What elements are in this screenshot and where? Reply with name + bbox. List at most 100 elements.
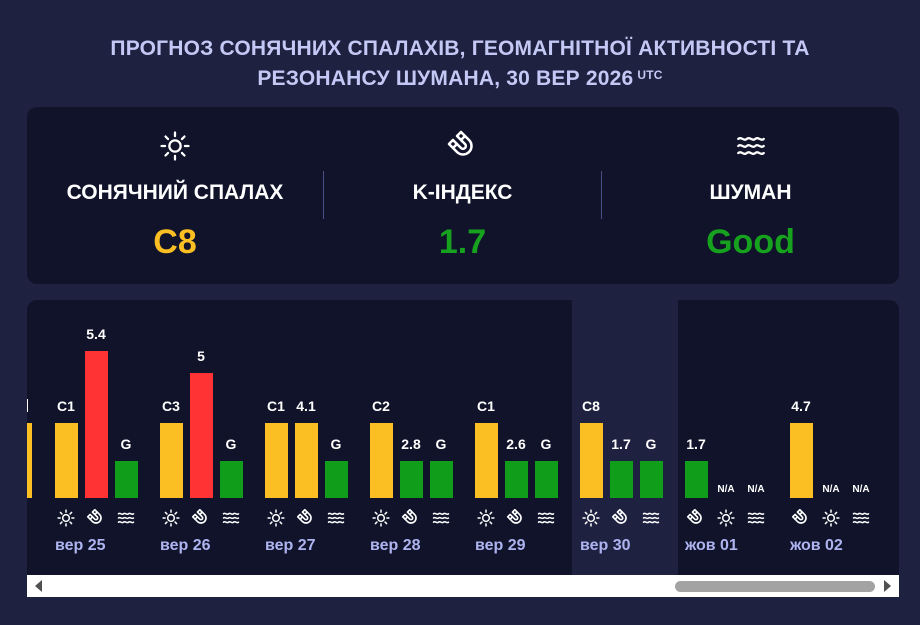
kindex-value-label: 4.1	[296, 398, 316, 414]
kindex-bar	[610, 461, 633, 498]
magnet-icon	[399, 508, 423, 528]
partial-bar-left	[27, 423, 32, 498]
scroll-left-icon[interactable]	[35, 580, 42, 592]
schumann-value-label: N/A	[852, 484, 870, 495]
waves-icon	[602, 129, 899, 169]
waves-icon	[324, 508, 348, 528]
magnet-icon	[189, 508, 213, 528]
flare-value-label: N/A	[717, 484, 735, 495]
day-date-label: вер 29	[475, 537, 526, 554]
kindex-bar	[505, 461, 528, 498]
sun-icon	[369, 508, 393, 528]
schumann-bar	[640, 461, 663, 498]
flare-bar	[370, 423, 393, 498]
flare-value-label: C1	[477, 398, 495, 414]
magnet-icon	[324, 129, 601, 169]
kindex-bar	[790, 423, 813, 498]
kindex-bar	[685, 461, 708, 498]
magnet-icon	[609, 508, 633, 528]
kindex-value-label: 5.4	[86, 326, 106, 342]
magnet-icon	[504, 508, 528, 528]
page-title: ПРОГНОЗ СОНЯЧНИХ СПАЛАХІВ, ГЕОМАГНІТНОЇ …	[0, 34, 920, 94]
flare-value-label: C8	[582, 398, 600, 414]
schumann-value-label: G	[330, 436, 342, 452]
partial-label-left: |	[27, 396, 29, 412]
day-date-label: жов 02	[790, 537, 843, 554]
horizontal-scrollbar[interactable]	[27, 575, 899, 597]
schumann-bar	[430, 461, 453, 498]
day-date-label: вер 28	[370, 537, 421, 554]
waves-icon	[219, 508, 243, 528]
kindex-bar	[85, 351, 108, 498]
magnet-icon	[684, 508, 708, 528]
flare-value-label: C1	[267, 398, 285, 414]
schumann-value-label: G	[540, 436, 552, 452]
kindex-value-label: 1.7	[611, 436, 631, 452]
summary-schumann: ШУМАН Good	[602, 107, 899, 284]
timezone-label: UTC	[637, 68, 663, 82]
solar-label: СОНЯЧНИЙ СПАЛАХ	[66, 181, 284, 204]
schumann-value-label: G	[435, 436, 447, 452]
waves-icon	[849, 508, 873, 528]
schumann-value-label: N/A	[747, 484, 765, 495]
sun-icon	[819, 508, 843, 528]
scroll-thumb[interactable]	[675, 581, 875, 592]
title-line-2: РЕЗОНАНСУ ШУМАНА, 30 ВЕР 2026 UTC	[0, 64, 920, 94]
summary-solar: СОНЯЧНИЙ СПАЛАХ C8	[27, 107, 323, 284]
sun-icon	[714, 508, 738, 528]
waves-icon	[534, 508, 558, 528]
kindex-value-label: 2.8	[401, 436, 421, 452]
summary-divider	[601, 171, 602, 219]
schumann-label: ШУМАН	[709, 181, 792, 204]
flare-bar	[580, 423, 603, 498]
summary-panel: СОНЯЧНИЙ СПАЛАХ C8 K-ІНДЕКС 1.7 ШУМАН Go…	[27, 107, 899, 284]
sun-icon	[474, 508, 498, 528]
waves-icon	[744, 508, 768, 528]
magnet-icon	[789, 508, 813, 528]
day-date-label: вер 26	[160, 537, 211, 554]
day-column[interactable]: 4.7 N/A N/A жов 02	[762, 300, 877, 575]
kindex-label: K-ІНДЕКС	[412, 181, 513, 204]
sun-icon	[579, 508, 603, 528]
schumann-value-label: G	[120, 436, 132, 452]
kindex-value: 1.7	[438, 223, 487, 261]
schumann-bar	[220, 461, 243, 498]
flare-value-label: C3	[162, 398, 180, 414]
solar-value: C8	[153, 223, 197, 261]
kindex-bar	[400, 461, 423, 498]
schumann-bar	[325, 461, 348, 498]
flare-bar	[475, 423, 498, 498]
summary-kindex: K-ІНДЕКС 1.7	[324, 107, 601, 284]
sun-icon	[54, 508, 78, 528]
day-column[interactable]: 1.7 N/A N/A жов 01	[657, 300, 772, 575]
schumann-bar	[115, 461, 138, 498]
title-line-1: ПРОГНОЗ СОНЯЧНИХ СПАЛАХІВ, ГЕОМАГНІТНОЇ …	[110, 37, 810, 60]
flare-bar	[160, 423, 183, 498]
scroll-right-icon[interactable]	[884, 580, 891, 592]
flare-bar	[55, 423, 78, 498]
day-date-label: вер 30	[580, 537, 631, 554]
waves-icon	[114, 508, 138, 528]
flare-value-label: C2	[372, 398, 390, 414]
kindex-bar	[190, 373, 213, 498]
magnet-icon	[294, 508, 318, 528]
kindex-value-label: 2.6	[506, 436, 526, 452]
schumann-value-label: G	[225, 436, 237, 452]
kindex-bar	[295, 423, 318, 498]
magnet-icon	[84, 508, 108, 528]
title-line-2-text: РЕЗОНАНСУ ШУМАНА, 30 ВЕР 2026	[257, 67, 634, 90]
kindex-value-label: 1.7	[686, 436, 706, 452]
schumann-value-label: G	[645, 436, 657, 452]
schumann-bar	[535, 461, 558, 498]
kindex-value-label: 5	[197, 348, 205, 364]
flare-value-label: N/A	[822, 484, 840, 495]
flare-value-label: C1	[57, 398, 75, 414]
sun-icon	[159, 508, 183, 528]
